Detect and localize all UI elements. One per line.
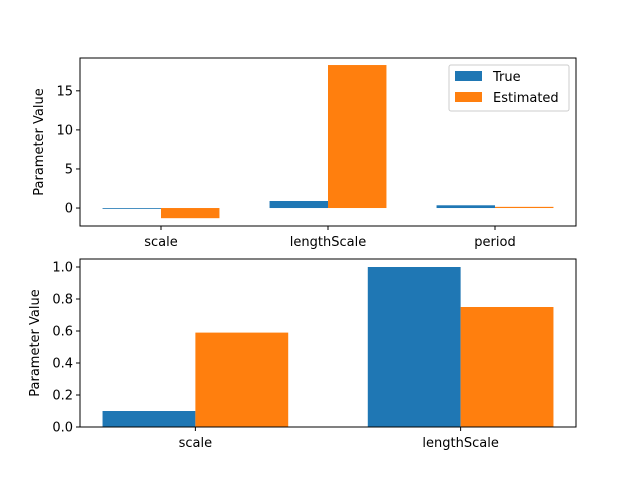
bottom-chart-y-label: Parameter Value xyxy=(28,289,43,396)
bottom-y-tick-label: 1.0 xyxy=(52,261,73,276)
top-chart-y-label: Parameter Value xyxy=(32,88,47,195)
top-y-tick-label: 10 xyxy=(56,123,73,138)
top-bar-estimated-lengthscale xyxy=(328,65,387,209)
top-y-tick-label: 5 xyxy=(65,162,73,177)
top-bar-estimated-scale xyxy=(160,208,220,219)
top-bar-true-scale xyxy=(102,208,161,209)
bottom-chart: 0.0 0.2 0.4 0.6 0.8 1.0 scale lengthScale Para… xyxy=(28,258,577,451)
bottom-bar-estimated-lengthscale xyxy=(460,307,554,427)
bottom-chart-frame xyxy=(79,258,577,428)
bottom-x-tick-label: scale xyxy=(179,436,213,451)
legend-label-true: True xyxy=(492,70,521,85)
top-chart-frame xyxy=(79,57,577,227)
top-chart-x-ticks: scale lengthScale period xyxy=(144,226,516,250)
top-x-tick-label: period xyxy=(474,235,515,250)
top-y-tick-label: 0 xyxy=(65,202,73,217)
bottom-chart-y-ticks: 0.0 0.2 0.4 0.6 0.8 1.0 xyxy=(52,261,80,436)
bottom-y-tick-label: 0.0 xyxy=(52,421,73,436)
top-bar-true-lengthscale xyxy=(269,200,328,209)
bottom-chart-bars xyxy=(102,267,554,427)
top-chart-bars xyxy=(102,65,554,219)
legend: True Estimated xyxy=(448,64,570,112)
legend-swatch-estimated xyxy=(455,92,482,102)
bottom-bar-estimated-scale xyxy=(195,332,289,427)
top-bar-estimated-period xyxy=(495,206,554,209)
bottom-x-tick-label: lengthScale xyxy=(422,436,498,451)
legend-label-estimated: Estimated xyxy=(493,91,559,106)
bottom-y-tick-label: 0.8 xyxy=(52,293,73,308)
bottom-y-tick-label: 0.6 xyxy=(52,325,73,340)
top-y-tick-label: 15 xyxy=(56,84,73,99)
top-bar-true-period xyxy=(436,205,496,209)
top-x-tick-label: lengthScale xyxy=(290,235,366,250)
bottom-chart-x-ticks: scale lengthScale xyxy=(179,427,499,451)
top-chart: 0 5 10 15 scale lengthScale period Parameter … xyxy=(32,57,577,250)
bottom-bar-true-lengthscale xyxy=(367,267,461,427)
bottom-bar-true-scale xyxy=(102,411,196,427)
legend-swatch-true xyxy=(455,71,482,81)
bottom-y-tick-label: 0.2 xyxy=(52,389,73,404)
top-chart-y-ticks: 0 5 10 15 xyxy=(56,84,80,217)
top-x-tick-label: scale xyxy=(144,235,178,250)
bottom-y-tick-label: 0.4 xyxy=(52,357,73,372)
